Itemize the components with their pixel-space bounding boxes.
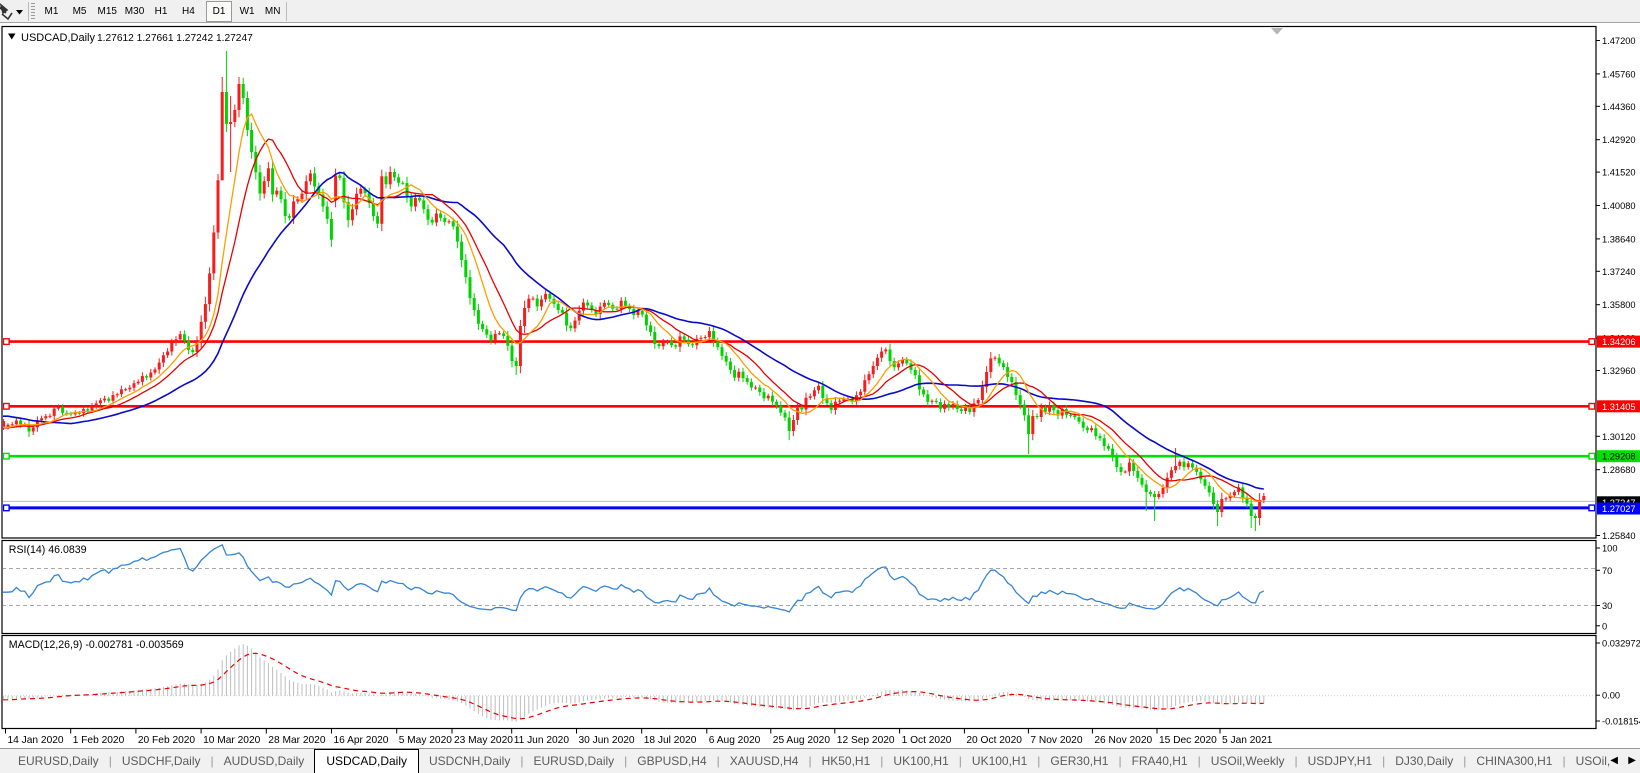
svg-text:6 Aug 2020: 6 Aug 2020 xyxy=(709,735,761,746)
svg-text:18 Jul 2020: 18 Jul 2020 xyxy=(644,735,697,746)
svg-text:1 Feb 2020: 1 Feb 2020 xyxy=(73,735,125,746)
svg-text:25 Aug 2020: 25 Aug 2020 xyxy=(773,735,831,746)
svg-text:1.29208: 1.29208 xyxy=(1602,452,1636,462)
svg-text:1.27027: 1.27027 xyxy=(1602,504,1636,514)
svg-text:1.30120: 1.30120 xyxy=(1602,432,1636,442)
svg-text:23 May 2020: 23 May 2020 xyxy=(454,735,513,746)
svg-text:1.38640: 1.38640 xyxy=(1602,234,1636,244)
svg-text:1.35800: 1.35800 xyxy=(1602,300,1636,310)
svg-text:1.34206: 1.34206 xyxy=(1602,337,1636,347)
svg-text:1.37240: 1.37240 xyxy=(1602,267,1636,277)
svg-text:10 Mar 2020: 10 Mar 2020 xyxy=(203,735,261,746)
svg-text:1.47200: 1.47200 xyxy=(1602,36,1636,46)
svg-text:1.32960: 1.32960 xyxy=(1602,366,1636,376)
svg-text:20 Oct 2020: 20 Oct 2020 xyxy=(966,735,1022,746)
svg-text:0: 0 xyxy=(1602,621,1607,631)
svg-text:30: 30 xyxy=(1602,601,1612,611)
svg-text:USDCAD,Daily: USDCAD,Daily xyxy=(21,32,95,44)
svg-text:7 Nov 2020: 7 Nov 2020 xyxy=(1030,735,1082,746)
svg-text:-0.018154: -0.018154 xyxy=(1602,717,1640,727)
svg-text:11 Jun 2020: 11 Jun 2020 xyxy=(514,735,570,746)
svg-text:1.28680: 1.28680 xyxy=(1602,465,1636,475)
svg-text:26 Nov 2020: 26 Nov 2020 xyxy=(1094,735,1152,746)
svg-text:1.31405: 1.31405 xyxy=(1602,402,1636,412)
svg-text:1.42920: 1.42920 xyxy=(1602,135,1636,145)
svg-text:1.25840: 1.25840 xyxy=(1602,531,1636,541)
svg-text:1.45760: 1.45760 xyxy=(1602,69,1636,79)
svg-text:MACD(12,26,9) -0.002781 -0.003: MACD(12,26,9) -0.002781 -0.003569 xyxy=(9,639,184,651)
svg-text:RSI(14) 46.0839: RSI(14) 46.0839 xyxy=(9,544,87,556)
svg-text:28 Mar 2020: 28 Mar 2020 xyxy=(268,735,326,746)
svg-text:1.44360: 1.44360 xyxy=(1602,102,1636,112)
svg-text:5 Jan 2021: 5 Jan 2021 xyxy=(1222,735,1273,746)
svg-text:5 May 2020: 5 May 2020 xyxy=(399,735,453,746)
svg-text:16 Apr 2020: 16 Apr 2020 xyxy=(334,735,389,746)
svg-text:30 Jun 2020: 30 Jun 2020 xyxy=(579,735,635,746)
svg-text:15 Dec 2020: 15 Dec 2020 xyxy=(1159,735,1217,746)
svg-text:1.40080: 1.40080 xyxy=(1602,201,1636,211)
svg-text:1.27612 1.27661 1.27242 1.2724: 1.27612 1.27661 1.27242 1.27247 xyxy=(97,33,253,44)
svg-text:1.41520: 1.41520 xyxy=(1602,168,1636,178)
svg-text:70: 70 xyxy=(1602,566,1612,576)
svg-text:100: 100 xyxy=(1602,544,1618,554)
svg-text:20 Feb 2020: 20 Feb 2020 xyxy=(138,735,196,746)
svg-text:1 Oct 2020: 1 Oct 2020 xyxy=(902,735,952,746)
svg-text:0.032972: 0.032972 xyxy=(1602,639,1640,649)
svg-text:0.00: 0.00 xyxy=(1602,691,1620,701)
svg-text:14 Jan 2020: 14 Jan 2020 xyxy=(8,735,64,746)
svg-text:12 Sep 2020: 12 Sep 2020 xyxy=(837,735,895,746)
